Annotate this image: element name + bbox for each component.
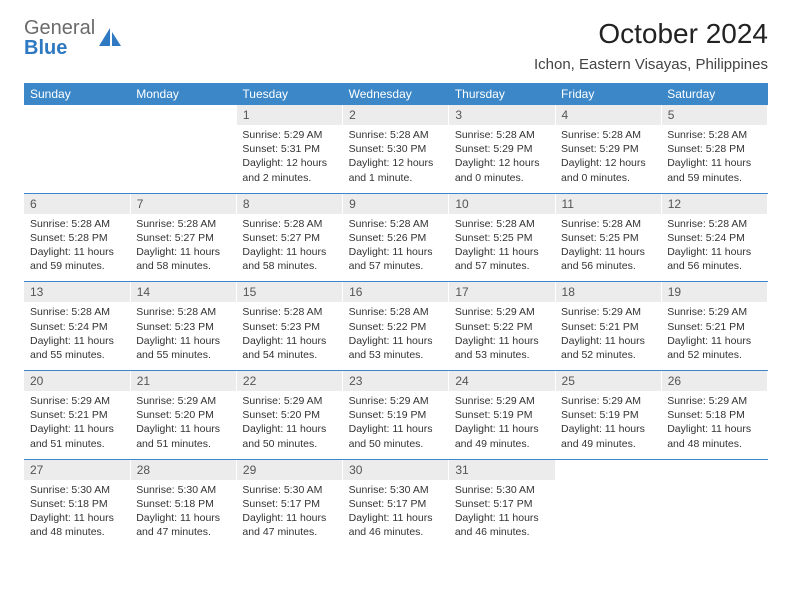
day-content-cell: Sunrise: 5:30 AMSunset: 5:17 PMDaylight:… xyxy=(236,480,342,548)
day-number-cell: 4 xyxy=(555,105,661,125)
day-number-cell xyxy=(661,460,767,480)
day-number-cell: 14 xyxy=(130,282,236,302)
day-content-cell: Sunrise: 5:30 AMSunset: 5:18 PMDaylight:… xyxy=(24,480,130,548)
month-title: October 2024 xyxy=(534,18,768,50)
day-number-cell: 1 xyxy=(236,105,342,125)
day-number-row: 2728293031 xyxy=(24,460,768,480)
day-number-row: 6789101112 xyxy=(24,194,768,214)
day-content-cell: Sunrise: 5:28 AMSunset: 5:23 PMDaylight:… xyxy=(130,302,236,370)
day-number-cell: 9 xyxy=(343,194,449,214)
day-content-cell: Sunrise: 5:30 AMSunset: 5:17 PMDaylight:… xyxy=(449,480,555,548)
day-content-cell: Sunrise: 5:29 AMSunset: 5:19 PMDaylight:… xyxy=(449,391,555,459)
day-content-cell: Sunrise: 5:29 AMSunset: 5:20 PMDaylight:… xyxy=(130,391,236,459)
day-number-cell: 20 xyxy=(24,371,130,391)
day-number-cell: 24 xyxy=(449,371,555,391)
day-number-cell: 30 xyxy=(343,460,449,480)
logo-sail-icon xyxy=(99,28,123,48)
day-content-cell: Sunrise: 5:28 AMSunset: 5:28 PMDaylight:… xyxy=(24,214,130,282)
day-number-cell: 18 xyxy=(555,282,661,302)
day-of-week-header: Saturday xyxy=(661,83,767,105)
day-number-cell xyxy=(555,460,661,480)
day-number-cell: 13 xyxy=(24,282,130,302)
day-number-cell: 5 xyxy=(661,105,767,125)
day-content-row: Sunrise: 5:29 AMSunset: 5:21 PMDaylight:… xyxy=(24,391,768,459)
day-of-week-header: Sunday xyxy=(24,83,130,105)
day-number-cell: 28 xyxy=(130,460,236,480)
day-number-cell: 16 xyxy=(343,282,449,302)
header: General Blue October 2024 Ichon, Eastern… xyxy=(24,18,768,73)
day-number-cell: 25 xyxy=(555,371,661,391)
day-content-cell: Sunrise: 5:28 AMSunset: 5:29 PMDaylight:… xyxy=(449,125,555,193)
day-content-cell xyxy=(661,480,767,548)
day-content-cell: Sunrise: 5:30 AMSunset: 5:17 PMDaylight:… xyxy=(343,480,449,548)
day-content-cell: Sunrise: 5:28 AMSunset: 5:22 PMDaylight:… xyxy=(343,302,449,370)
day-of-week-header: Friday xyxy=(555,83,661,105)
day-content-cell: Sunrise: 5:29 AMSunset: 5:18 PMDaylight:… xyxy=(661,391,767,459)
day-number-cell: 31 xyxy=(449,460,555,480)
location: Ichon, Eastern Visayas, Philippines xyxy=(534,56,768,73)
day-of-week-row: SundayMondayTuesdayWednesdayThursdayFrid… xyxy=(24,83,768,105)
day-content-cell: Sunrise: 5:28 AMSunset: 5:30 PMDaylight:… xyxy=(343,125,449,193)
day-number-cell: 11 xyxy=(555,194,661,214)
day-of-week-header: Tuesday xyxy=(236,83,342,105)
day-content-cell: Sunrise: 5:28 AMSunset: 5:27 PMDaylight:… xyxy=(236,214,342,282)
day-number-row: 12345 xyxy=(24,105,768,125)
day-number-cell: 2 xyxy=(343,105,449,125)
day-content-cell: Sunrise: 5:30 AMSunset: 5:18 PMDaylight:… xyxy=(130,480,236,548)
day-content-row: Sunrise: 5:29 AMSunset: 5:31 PMDaylight:… xyxy=(24,125,768,193)
day-number-cell: 17 xyxy=(449,282,555,302)
day-content-row: Sunrise: 5:28 AMSunset: 5:24 PMDaylight:… xyxy=(24,302,768,370)
day-number-cell: 6 xyxy=(24,194,130,214)
day-number-cell: 21 xyxy=(130,371,236,391)
day-content-cell: Sunrise: 5:29 AMSunset: 5:21 PMDaylight:… xyxy=(661,302,767,370)
day-number-cell: 23 xyxy=(343,371,449,391)
logo-text: General Blue xyxy=(24,18,95,58)
day-content-cell: Sunrise: 5:28 AMSunset: 5:25 PMDaylight:… xyxy=(555,214,661,282)
logo: General Blue xyxy=(24,18,123,58)
day-content-cell: Sunrise: 5:29 AMSunset: 5:21 PMDaylight:… xyxy=(24,391,130,459)
day-number-cell: 7 xyxy=(130,194,236,214)
day-of-week-header: Monday xyxy=(130,83,236,105)
day-content-cell xyxy=(555,480,661,548)
calendar-table: SundayMondayTuesdayWednesdayThursdayFrid… xyxy=(24,83,768,547)
title-block: October 2024 Ichon, Eastern Visayas, Phi… xyxy=(534,18,768,73)
day-content-cell: Sunrise: 5:28 AMSunset: 5:24 PMDaylight:… xyxy=(24,302,130,370)
logo-text-top: General xyxy=(24,18,95,38)
day-content-cell: Sunrise: 5:28 AMSunset: 5:25 PMDaylight:… xyxy=(449,214,555,282)
day-content-cell: Sunrise: 5:29 AMSunset: 5:22 PMDaylight:… xyxy=(449,302,555,370)
day-content-cell xyxy=(24,125,130,193)
day-number-cell: 8 xyxy=(236,194,342,214)
day-content-cell xyxy=(130,125,236,193)
day-content-row: Sunrise: 5:28 AMSunset: 5:28 PMDaylight:… xyxy=(24,214,768,282)
day-number-cell: 19 xyxy=(661,282,767,302)
day-content-cell: Sunrise: 5:29 AMSunset: 5:19 PMDaylight:… xyxy=(343,391,449,459)
day-number-cell: 15 xyxy=(236,282,342,302)
day-number-row: 20212223242526 xyxy=(24,371,768,391)
day-of-week-header: Thursday xyxy=(449,83,555,105)
day-content-cell: Sunrise: 5:28 AMSunset: 5:24 PMDaylight:… xyxy=(661,214,767,282)
day-content-cell: Sunrise: 5:28 AMSunset: 5:29 PMDaylight:… xyxy=(555,125,661,193)
day-number-cell: 27 xyxy=(24,460,130,480)
day-number-row: 13141516171819 xyxy=(24,282,768,302)
day-content-cell: Sunrise: 5:29 AMSunset: 5:20 PMDaylight:… xyxy=(236,391,342,459)
day-content-cell: Sunrise: 5:29 AMSunset: 5:31 PMDaylight:… xyxy=(236,125,342,193)
logo-text-bottom: Blue xyxy=(24,38,95,58)
day-number-cell: 3 xyxy=(449,105,555,125)
day-number-cell: 12 xyxy=(661,194,767,214)
day-content-row: Sunrise: 5:30 AMSunset: 5:18 PMDaylight:… xyxy=(24,480,768,548)
day-content-cell: Sunrise: 5:28 AMSunset: 5:26 PMDaylight:… xyxy=(343,214,449,282)
day-number-cell xyxy=(130,105,236,125)
day-content-cell: Sunrise: 5:28 AMSunset: 5:27 PMDaylight:… xyxy=(130,214,236,282)
day-content-cell: Sunrise: 5:29 AMSunset: 5:21 PMDaylight:… xyxy=(555,302,661,370)
day-number-cell: 22 xyxy=(236,371,342,391)
day-number-cell xyxy=(24,105,130,125)
day-number-cell: 26 xyxy=(661,371,767,391)
day-number-cell: 29 xyxy=(236,460,342,480)
day-content-cell: Sunrise: 5:28 AMSunset: 5:28 PMDaylight:… xyxy=(661,125,767,193)
day-number-cell: 10 xyxy=(449,194,555,214)
day-content-cell: Sunrise: 5:28 AMSunset: 5:23 PMDaylight:… xyxy=(236,302,342,370)
day-content-cell: Sunrise: 5:29 AMSunset: 5:19 PMDaylight:… xyxy=(555,391,661,459)
day-of-week-header: Wednesday xyxy=(343,83,449,105)
